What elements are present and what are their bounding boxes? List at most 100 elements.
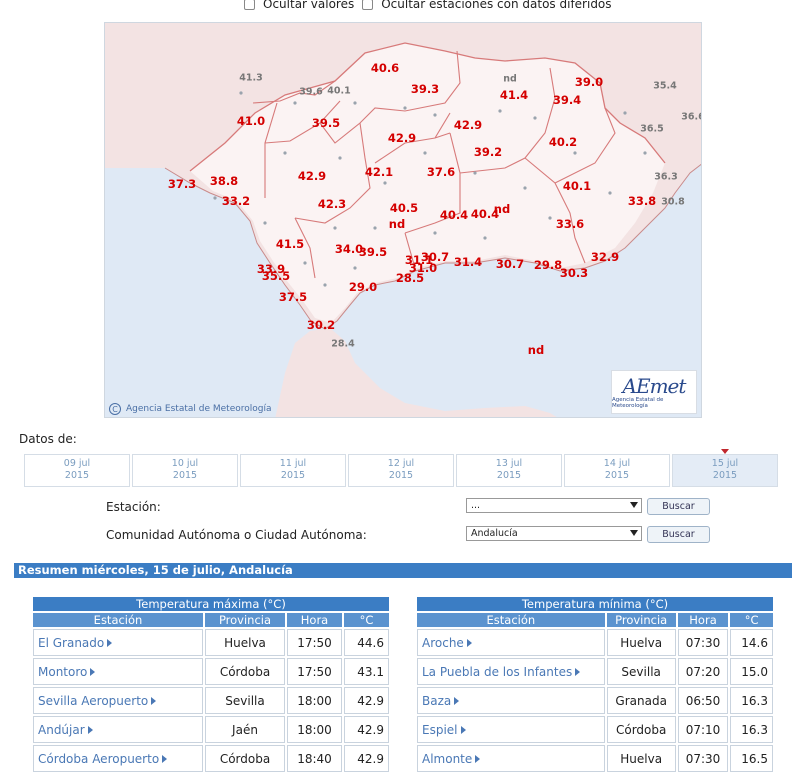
station-name[interactable]: El Granado <box>38 635 105 650</box>
date-tab[interactable]: 09 jul 2015 <box>24 454 130 487</box>
checkbox-box[interactable] <box>244 0 255 10</box>
station-temperature-label[interactable]: 30.7 <box>420 250 450 264</box>
station-temperature-label[interactable]: 33.6 <box>555 217 585 231</box>
station-link[interactable]: Almonte <box>417 745 605 772</box>
station-temperature-label[interactable]: 31.0 <box>408 261 438 275</box>
station-temperature-label[interactable]: 39.2 <box>473 145 503 159</box>
station-name[interactable]: Montoro <box>38 664 88 679</box>
station-temperature-label[interactable]: 36.3 <box>654 171 678 183</box>
station-temperature-label[interactable]: 40.2 <box>548 135 578 149</box>
station-select[interactable]: ... <box>466 498 642 513</box>
station-temperature-label[interactable]: 37.3 <box>167 177 197 191</box>
station-link[interactable]: Espiel <box>417 716 605 743</box>
checkbox-box[interactable] <box>362 0 374 10</box>
station-temperature-label[interactable]: 39.5 <box>311 116 341 130</box>
station-temperature-label[interactable]: 40.6 <box>370 61 400 75</box>
date-tab[interactable]: 13 jul 2015 <box>456 454 562 487</box>
station-temperature-label[interactable]: nd <box>503 73 517 85</box>
station-temperature-label[interactable]: 39.3 <box>410 82 440 96</box>
station-temperature-label[interactable]: 30.2 <box>306 318 336 332</box>
hide-values-checkbox[interactable]: Ocultar valores <box>244 0 354 11</box>
station-temperature-label[interactable]: 42.9 <box>387 131 417 145</box>
station-temperature-label[interactable]: 35.5 <box>261 269 291 283</box>
station-temperature-label[interactable]: 37.5 <box>278 290 308 304</box>
station-temperature-label[interactable]: 40.4 <box>439 208 469 222</box>
station-temperature-label[interactable]: 33.2 <box>221 194 251 208</box>
station-link[interactable]: El Granado <box>33 629 203 656</box>
station-temperature-label[interactable]: 42.3 <box>317 197 347 211</box>
date-tab[interactable]: 10 jul 2015 <box>132 454 238 487</box>
station-temperature-label[interactable]: 30.7 <box>495 257 525 271</box>
station-temperature-label[interactable]: 28.4 <box>331 338 355 350</box>
station-temperature-label[interactable]: 38.8 <box>209 174 239 188</box>
station-temperature-label[interactable]: nd <box>388 217 406 231</box>
station-temperature-label[interactable]: 32.9 <box>590 250 620 264</box>
station-temperature-label[interactable]: 33.9 <box>256 262 286 276</box>
station-temperature-label[interactable]: 40.1 <box>562 179 592 193</box>
station-name[interactable]: Córdoba Aeropuerto <box>38 751 160 766</box>
station-search-button[interactable]: Buscar <box>647 498 710 515</box>
hide-delayed-stations-checkbox[interactable]: Ocultar estaciones con datos diferidos <box>362 0 612 11</box>
station-temperature-label[interactable]: 37.6 <box>426 165 456 179</box>
station-temperature-label[interactable]: 30.3 <box>559 266 589 280</box>
station-temperature-label[interactable]: 30.8 <box>661 196 685 208</box>
aemet-logo[interactable]: AEmet Agencia Estatal de Meteorología <box>611 370 697 414</box>
station-temperature-label[interactable]: 41.0 <box>236 114 266 128</box>
station-temperature-label[interactable]: 41.4 <box>499 88 529 102</box>
station-temperature-label[interactable]: 42.9 <box>453 118 483 132</box>
station-link[interactable]: Baza <box>417 687 605 714</box>
region-select[interactable]: Andalucía <box>466 526 642 541</box>
station-temperature-label[interactable]: 31.1 <box>404 253 434 267</box>
station-temperature-label[interactable]: 34.0 <box>334 242 364 256</box>
station-temperature-label[interactable]: 42.9 <box>297 169 327 183</box>
station-temperature-label[interactable]: 29.8 <box>533 258 563 272</box>
station-link[interactable]: Aroche <box>417 629 605 656</box>
station-temperature-label[interactable]: 39.4 <box>552 93 582 107</box>
date-tab[interactable]: 15 jul 2015 <box>672 449 778 487</box>
station-name[interactable]: Espiel <box>422 722 458 737</box>
temperature-map[interactable]: C Agencia Estatal de Meteorología AEmet … <box>104 22 702 418</box>
station-temperature-label[interactable]: 39.5 <box>358 245 388 259</box>
station-name[interactable]: Aroche <box>422 635 464 650</box>
dates-label: Datos de: <box>19 432 77 446</box>
station-temperature-label[interactable]: 40.4 <box>470 207 500 221</box>
chevron-down-icon <box>630 530 638 536</box>
station-temperature-label[interactable]: 41.3 <box>239 72 263 84</box>
date-year: 2015 <box>388 470 414 481</box>
station-temperature-label[interactable]: nd <box>493 202 511 216</box>
station-link[interactable]: La Puebla de los Infantes <box>417 658 605 685</box>
station-temperature-label[interactable]: 39.6 <box>299 86 323 98</box>
station-temperature-label[interactable]: 33.8 <box>627 194 657 208</box>
date-tab[interactable]: 14 jul 2015 <box>564 454 670 487</box>
station-temperature-label[interactable]: 40.1 <box>327 85 351 97</box>
station-link[interactable]: Córdoba Aeropuerto <box>33 745 203 772</box>
station-name[interactable]: Baza <box>422 693 452 708</box>
station-temperature-label[interactable]: 36.6 <box>681 111 701 123</box>
table-row: La Puebla de los Infantes Sevilla 07:20 15.… <box>417 658 773 685</box>
date-tab[interactable]: 12 jul 2015 <box>348 454 454 487</box>
date-tab[interactable]: 11 jul 2015 <box>240 454 346 487</box>
station-temperature-label[interactable]: 40.5 <box>389 201 419 215</box>
station-link[interactable]: Montoro <box>33 658 203 685</box>
station-temperature-label[interactable]: nd <box>527 343 545 357</box>
time-cell: 07:20 <box>677 658 729 685</box>
station-temperature-label[interactable]: 41.5 <box>275 237 305 251</box>
station-temperature-label[interactable]: 39.0 <box>574 75 604 89</box>
date-year: 2015 <box>172 470 198 481</box>
date-year: 2015 <box>604 470 630 481</box>
station-temperature-label[interactable]: 36.5 <box>640 123 664 135</box>
station-temperature-label[interactable]: 42.1 <box>364 165 394 179</box>
station-link[interactable]: Sevilla Aeropuerto <box>33 687 203 714</box>
station-name[interactable]: La Puebla de los Infantes <box>422 664 573 679</box>
station-name[interactable]: Andújar <box>38 722 85 737</box>
region-search-button[interactable]: Buscar <box>647 526 710 543</box>
station-temperature-label[interactable]: 31.4 <box>453 255 483 269</box>
station-name[interactable]: Almonte <box>422 751 473 766</box>
station-link[interactable]: Andújar <box>33 716 203 743</box>
station-name[interactable]: Sevilla Aeropuerto <box>38 693 149 708</box>
hide-values-label: Ocultar valores <box>263 0 355 11</box>
time-cell: 07:30 <box>677 745 729 772</box>
station-temperature-label[interactable]: 29.0 <box>348 280 378 294</box>
station-temperature-label[interactable]: 35.4 <box>653 80 677 92</box>
station-temperature-label[interactable]: 28.5 <box>395 271 425 285</box>
